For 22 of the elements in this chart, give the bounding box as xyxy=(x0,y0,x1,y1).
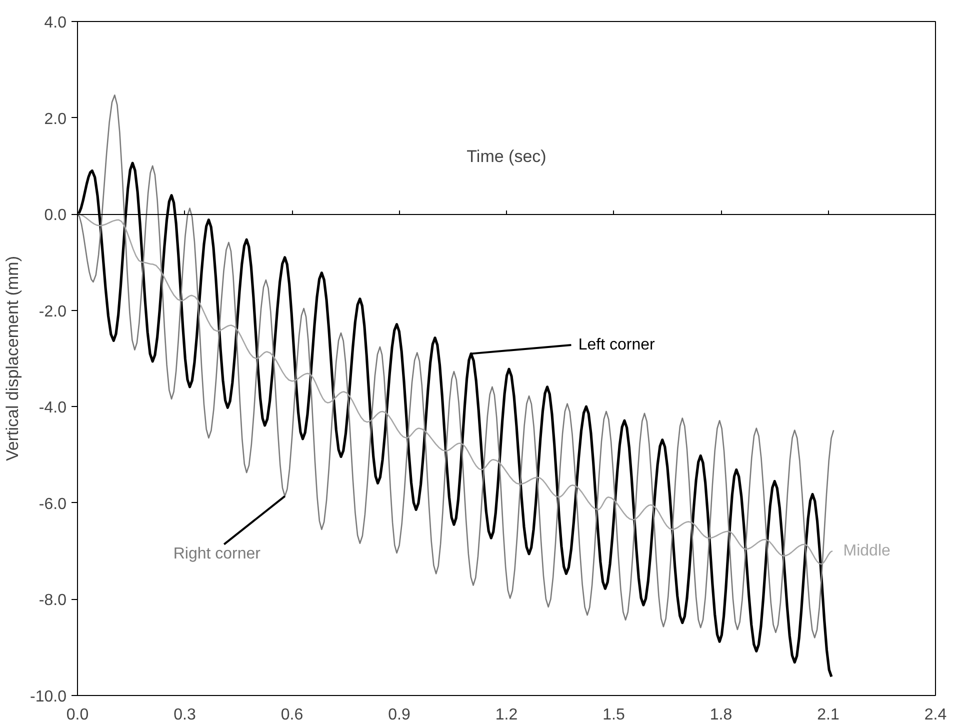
y-tick-label: -8.0 xyxy=(38,592,67,610)
x-tick-label: 2.4 xyxy=(924,706,947,722)
x-tick-label: 1.2 xyxy=(495,706,518,722)
x-tick-label: 2.1 xyxy=(817,706,840,722)
y-axis-title: Vertical displacement (mm) xyxy=(3,256,22,461)
x-tick-label: 1.8 xyxy=(710,706,732,722)
x-tick-label: 1.5 xyxy=(602,706,625,722)
y-tick-label: -6.0 xyxy=(38,496,67,513)
x-tick-label: 0.6 xyxy=(280,706,304,722)
y-tick-label: -10.0 xyxy=(30,688,67,706)
x-tick-label: 0.0 xyxy=(66,706,89,722)
text: Left corner xyxy=(578,336,656,354)
y-tick-label: 2.0 xyxy=(44,110,67,128)
text: Right corner xyxy=(173,545,262,562)
series-label: Middle xyxy=(843,542,890,560)
y-tick-label: -2.0 xyxy=(38,303,67,320)
y-tick-label: -4.0 xyxy=(38,400,67,417)
y-tick-label: 0.0 xyxy=(44,207,67,224)
y-tick-label: 4.0 xyxy=(44,14,67,32)
x-axis-title: Time (sec) xyxy=(466,146,546,166)
x-tick-label: 0.3 xyxy=(174,706,196,722)
x-tick-label: 0.9 xyxy=(388,706,410,722)
